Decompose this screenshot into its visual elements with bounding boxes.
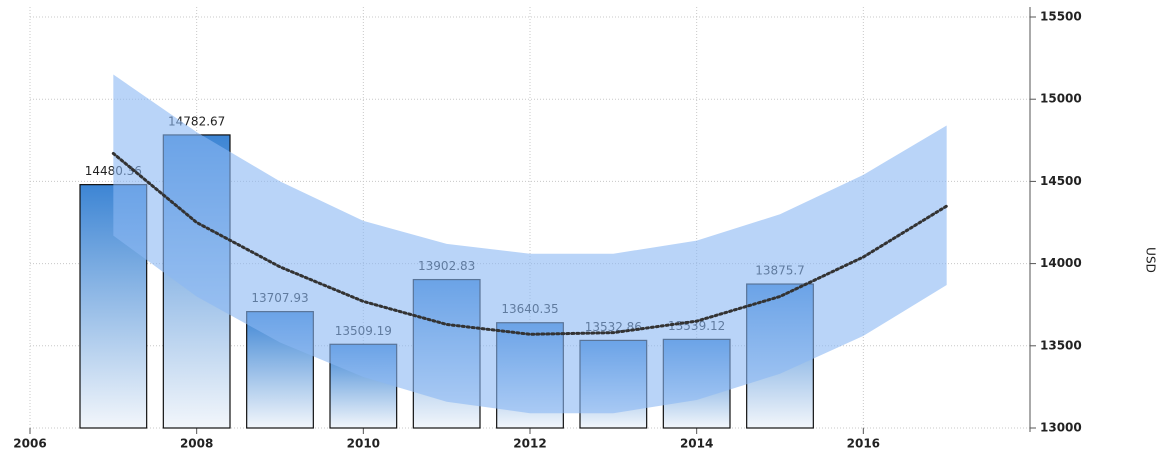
y-tick-label: 14500: [1040, 174, 1082, 188]
y-axis-label: USD: [1144, 247, 1158, 273]
y-tick-label: 15500: [1040, 10, 1082, 24]
y-tick-label: 13500: [1040, 338, 1082, 352]
x-tick-label: 2012: [513, 437, 546, 451]
x-tick-label: 2010: [347, 437, 380, 451]
x-tick-label: 2006: [13, 437, 46, 451]
x-tick-label: 2008: [180, 437, 213, 451]
forecast-band: [113, 74, 947, 414]
trend-line: [111, 151, 949, 336]
y-tick-label: 13000: [1040, 421, 1082, 435]
y-tick-label: 14000: [1040, 256, 1082, 270]
y-tick-label: 15000: [1040, 92, 1082, 106]
x-tick-label: 2016: [847, 437, 880, 451]
x-tick-label: 2014: [680, 437, 713, 451]
bar: [79, 184, 148, 429]
